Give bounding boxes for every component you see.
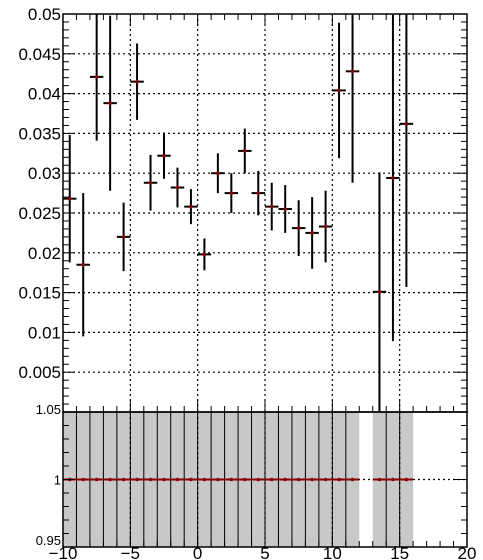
x-tick-label: −10 (49, 544, 78, 560)
x-tick-label: 10 (323, 544, 342, 560)
data-point (391, 176, 395, 180)
x-tick-label: 0 (193, 544, 202, 560)
ratio-point (121, 477, 126, 482)
data-point (202, 252, 207, 257)
ratio-point (175, 477, 180, 482)
ratio-point (269, 477, 274, 482)
data-point (216, 171, 220, 175)
ratio-point (108, 477, 112, 482)
upper-y-tick-label: 0.005 (18, 363, 61, 382)
upper-y-tick-label: 0.015 (18, 284, 61, 303)
upper-y-tick-label: 0.03 (28, 164, 61, 183)
ratio-point (229, 477, 234, 482)
ratio-point (310, 477, 314, 482)
ratio-point (283, 477, 288, 482)
ratio-point (377, 477, 382, 482)
data-point (175, 185, 180, 190)
ratio-point (202, 477, 207, 482)
upper-y-tick-label: 0.05 (28, 5, 61, 24)
data-point (67, 196, 72, 201)
data-point (404, 122, 409, 126)
x-tick-label: 15 (390, 544, 409, 560)
data-point (189, 204, 193, 209)
ratio-point (148, 477, 153, 482)
ratio-point (243, 477, 247, 482)
data-point (229, 191, 234, 195)
upper-y-tick-label: 0.01 (28, 323, 61, 342)
ratio-point (256, 477, 261, 482)
ratio-point (135, 477, 139, 482)
data-point (296, 226, 301, 230)
data-point (337, 88, 341, 93)
data-point (323, 224, 328, 229)
data-point (121, 235, 126, 239)
lower-y-tick-label: 1 (54, 473, 61, 488)
data-point (350, 69, 355, 74)
ratio-point (404, 477, 409, 482)
ratio-point (350, 477, 355, 482)
x-tick-label: 5 (260, 544, 269, 560)
data-point (162, 153, 166, 158)
ratio-point (296, 477, 301, 482)
upper-y-tick-label: 0.025 (18, 204, 61, 223)
data-point (243, 149, 247, 153)
upper-y-tick-label: 0.035 (18, 124, 61, 143)
upper-y-tick-label: 0.045 (18, 45, 61, 64)
data-point (108, 101, 112, 105)
data-point (148, 180, 153, 185)
data-point (135, 79, 139, 84)
data-point (283, 207, 288, 211)
upper-y-tick-label: 0.04 (28, 85, 61, 104)
lower-y-tick-label: 0.95 (36, 533, 61, 548)
upper-y-tick-label: 0.02 (28, 244, 61, 263)
x-tick-label: −5 (121, 544, 140, 560)
ratio-point (94, 477, 99, 482)
data-point (94, 75, 99, 79)
ratio-point (216, 477, 220, 482)
data-point (269, 204, 274, 209)
data-point (310, 231, 314, 235)
ratio-point (323, 477, 328, 482)
ratio-point (81, 477, 85, 482)
lower-y-tick-label: 1.05 (36, 402, 61, 417)
x-tick-label: 20 (458, 544, 477, 560)
ratio-point (162, 477, 166, 482)
data-point (81, 262, 85, 267)
ratio-point (189, 477, 193, 482)
data-point (377, 290, 382, 294)
data-point (256, 191, 261, 195)
ratio-point (391, 477, 395, 482)
ratio-point (337, 477, 341, 482)
